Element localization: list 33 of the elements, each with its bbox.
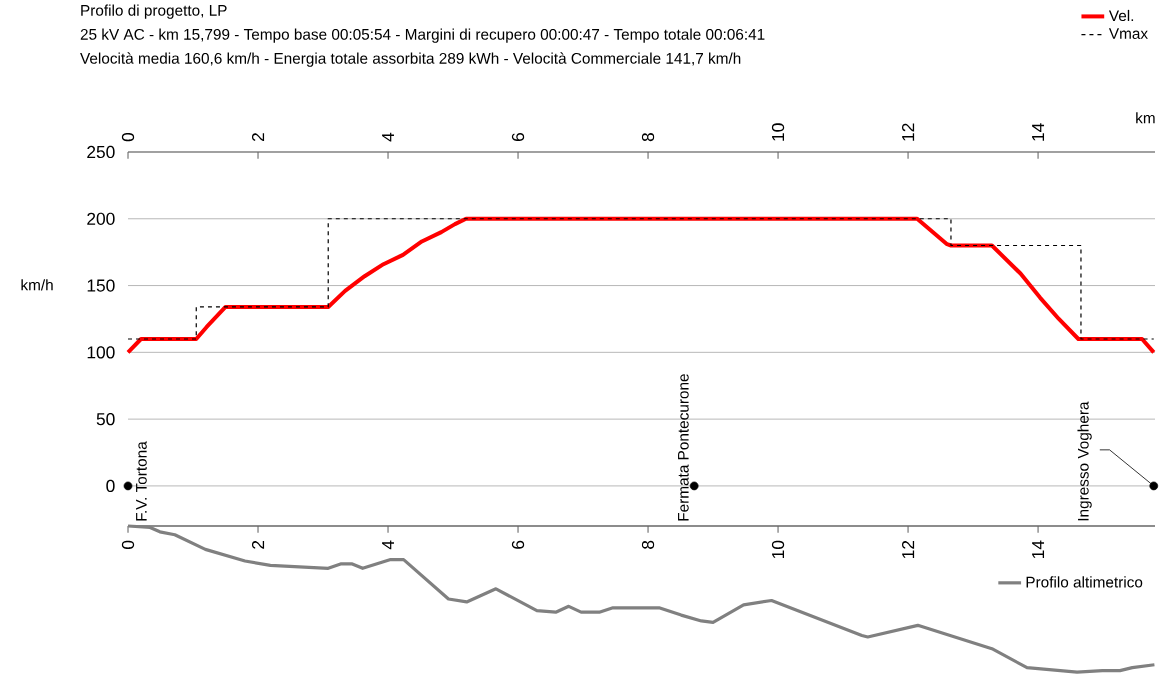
y-tick-label: 0 — [106, 479, 115, 493]
x-tick-label: 2 — [251, 540, 265, 549]
y-tick-label: 50 — [96, 412, 115, 426]
x-tick-label: 0 — [121, 132, 135, 142]
legend-label: Profilo altimetrico — [1026, 576, 1143, 588]
x-tick-label: 8 — [641, 133, 655, 142]
x-tick-label: 4 — [382, 132, 394, 142]
x-tick-label: 12 — [902, 540, 915, 558]
x-tick-label: 4 — [382, 540, 394, 550]
y-axis-title: km/h — [21, 279, 53, 291]
x-tick-label: 14 — [1032, 123, 1045, 141]
y-tick-label: 150 — [87, 279, 115, 292]
x-tick-label: 10 — [771, 123, 785, 141]
x-tick-label: 10 — [771, 540, 785, 558]
legend-label: Vel. — [1108, 9, 1134, 22]
y-tick-label: 100 — [87, 346, 115, 359]
text: Velocità media 160,6 km/h - Energia totale assorbita 289 kWh - Velocità Commerciale 141,7 km/h — [80, 52, 741, 67]
x-tick-label: 6 — [511, 133, 525, 142]
annotation: Ingresso Voghera — [1077, 401, 1092, 521]
y-tick-label: 250 — [87, 145, 115, 159]
y-tick-label: 200 — [87, 212, 115, 225]
x-tick-label: 12 — [902, 123, 915, 141]
annotation: F.V. Tortona — [136, 441, 147, 521]
annotation: Fermata Pontecurone — [678, 374, 689, 521]
x-tick-label: 8 — [641, 540, 655, 549]
x-axis-title: km — [1136, 112, 1155, 124]
x-tick-label: 0 — [121, 540, 135, 549]
x-tick-label: 2 — [251, 133, 265, 142]
chart-subtitle: 25 kV AC - km 15,799 - Tempo base 00:05:54 - Margini di recupero 00:00:47 - Tempo totale 00:06:41 — [80, 28, 765, 43]
chart-title: Profilo di progetto, LP — [81, 4, 227, 19]
legend-label: Vmax — [1108, 28, 1148, 39]
x-tick-label: 6 — [511, 540, 525, 549]
x-tick-label: 14 — [1032, 540, 1045, 558]
